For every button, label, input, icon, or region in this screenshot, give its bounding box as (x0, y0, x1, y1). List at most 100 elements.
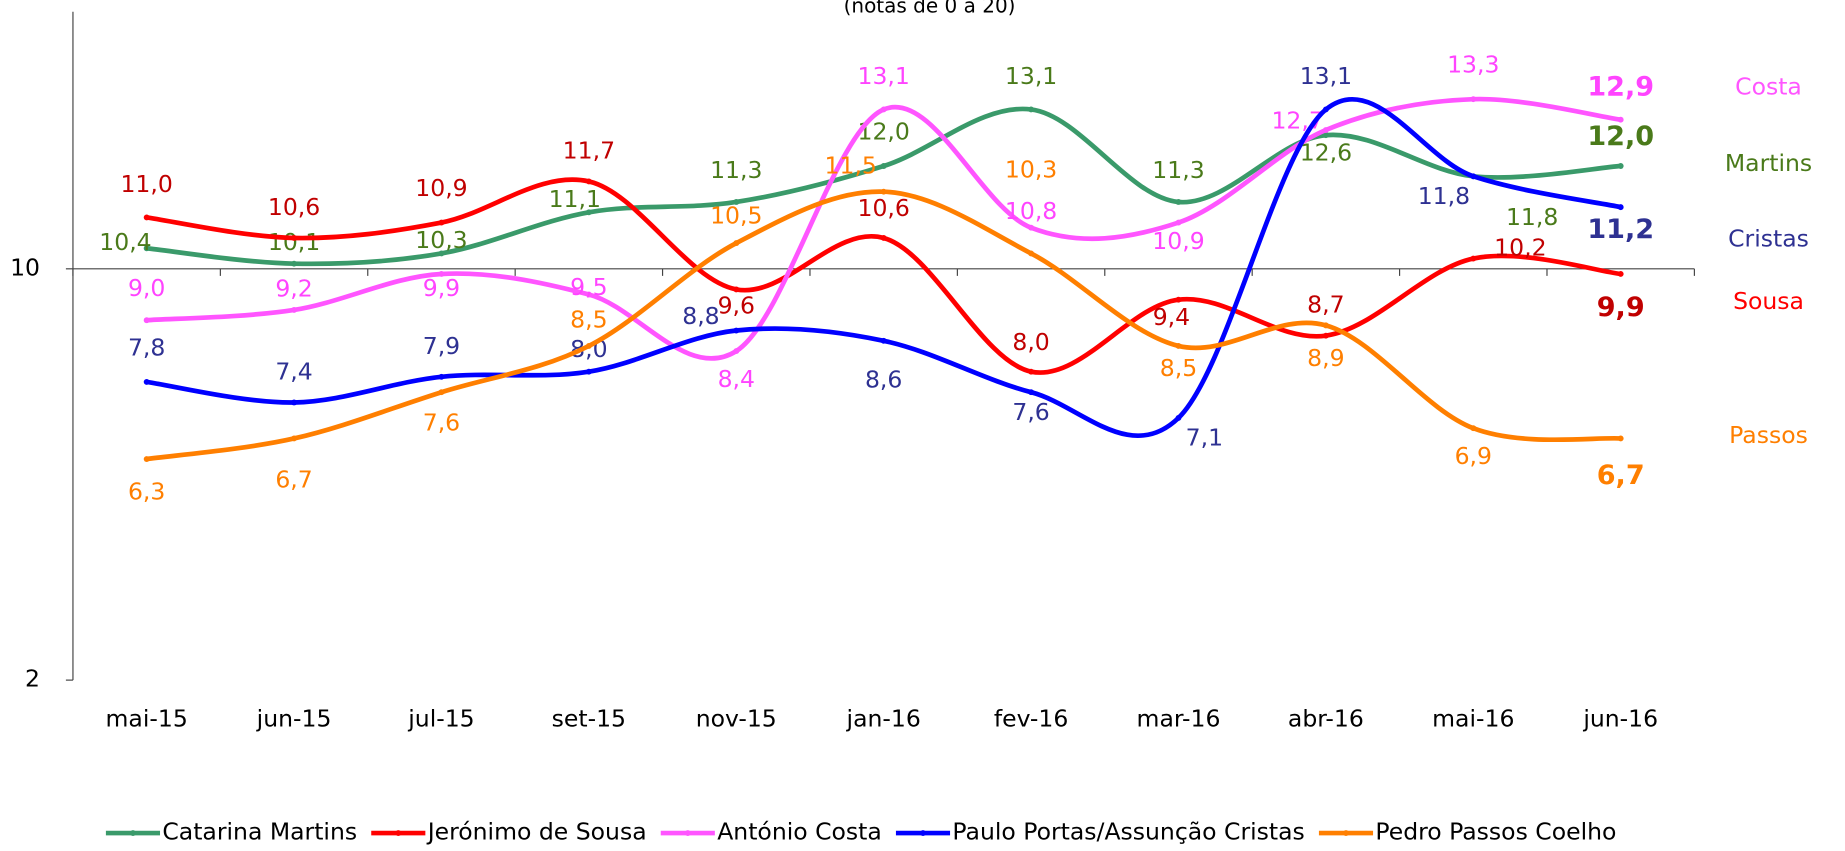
value-label: 10,6 (857, 194, 909, 222)
end-value-label: 12,9 (1587, 72, 1654, 103)
value-label: 11,3 (710, 156, 762, 184)
value-label: 10,5 (710, 202, 762, 230)
point (880, 106, 887, 113)
point (438, 271, 445, 277)
legend-marker (395, 830, 402, 837)
point (143, 214, 150, 221)
point (1028, 250, 1035, 257)
point (1617, 163, 1624, 169)
point (291, 399, 297, 406)
series-line (146, 96, 1622, 361)
value-label: 10,9 (1152, 227, 1204, 255)
point (1322, 322, 1329, 329)
point (1028, 224, 1035, 231)
value-label: 7,4 (275, 358, 312, 386)
end-value-label: 11,2 (1587, 214, 1654, 245)
series-end-name: Martins (1725, 149, 1812, 177)
x-tick-label: mai-15 (106, 705, 188, 733)
value-label: 10,3 (1005, 156, 1057, 184)
value-label: 7,6 (1012, 398, 1049, 426)
point (1470, 425, 1477, 432)
point (438, 389, 445, 396)
value-label: 8,8 (682, 302, 719, 330)
y-tick-label: 2 (25, 665, 40, 693)
point (291, 260, 297, 267)
value-label: 10,2 (1494, 234, 1546, 262)
point (585, 291, 592, 298)
value-label: 13,1 (1300, 62, 1352, 90)
point (1617, 435, 1624, 442)
point (1322, 106, 1329, 113)
point (585, 342, 592, 349)
end-value-label: 12,0 (1587, 121, 1654, 152)
value-label: 9,0 (128, 274, 165, 302)
value-label: 6,7 (275, 465, 312, 493)
point (1028, 389, 1035, 396)
point (733, 240, 740, 247)
point (1322, 127, 1329, 133)
value-label: 6,3 (128, 478, 165, 506)
value-label: 7,1 (1186, 424, 1223, 452)
plot: (notas de 0 a 20) 2 10 mai-15 jun-15 jul-15 s… (10, 0, 1812, 846)
series-end-name: Sousa (1733, 287, 1804, 315)
value-label: 8,4 (718, 365, 755, 393)
value-label: 13,3 (1447, 51, 1499, 79)
y-tick-label: 10 (10, 253, 40, 281)
x-tick-label: mai-16 (1432, 705, 1514, 733)
point (1028, 106, 1035, 113)
point (733, 286, 740, 293)
value-label: 9,9 (423, 274, 460, 302)
point (733, 327, 740, 334)
value-label: 11,5 (825, 151, 877, 179)
legend-marker (920, 830, 926, 837)
x-tick-label: jun-15 (256, 705, 332, 733)
legend-label: Paulo Portas/Assunção Cristas (952, 818, 1304, 846)
point (1322, 132, 1329, 139)
value-label: 8,9 (1307, 344, 1344, 372)
point (733, 348, 740, 355)
value-label: 8,5 (1160, 354, 1197, 382)
point (143, 245, 150, 252)
value-label: 10,6 (268, 193, 320, 221)
value-label: 10,1 (268, 228, 320, 256)
point (1175, 199, 1182, 205)
value-label: 10,4 (99, 228, 151, 256)
legend-marker (130, 830, 136, 837)
point (291, 435, 297, 442)
value-label: 6,9 (1455, 442, 1492, 470)
end-value-label: 9,9 (1597, 292, 1645, 323)
series-line (146, 97, 1622, 439)
point (880, 163, 887, 169)
value-label: 13,1 (1005, 62, 1057, 90)
point (1470, 255, 1477, 262)
point (1175, 296, 1182, 303)
value-label: 7,8 (128, 333, 165, 361)
value-label: 10,3 (415, 226, 467, 254)
value-label: 7,6 (423, 408, 460, 436)
x-tick-label: set-15 (552, 705, 626, 733)
series-end-name: Passos (1729, 421, 1808, 449)
value-label: 8,5 (570, 306, 607, 334)
point (143, 378, 150, 385)
point (438, 219, 445, 226)
legend-marker (684, 830, 691, 837)
point (438, 373, 445, 380)
point (1028, 368, 1035, 375)
x-tick-label: fev-16 (994, 705, 1068, 733)
chart-subtitle: (notas de 0 a 20) (844, 0, 1016, 18)
value-label: 11,3 (1152, 156, 1204, 184)
point (880, 337, 887, 344)
x-tick-label: nov-15 (696, 705, 777, 733)
legend-label: Pedro Passos Coelho (1375, 818, 1616, 846)
value-label: 11,7 (563, 137, 615, 165)
x-tick-label: mar-16 (1137, 705, 1221, 733)
x-tick-label: jul-15 (407, 705, 474, 733)
value-label: 8,6 (865, 365, 902, 393)
value-label: 11,8 (1506, 203, 1558, 231)
value-label: 9,2 (275, 274, 312, 302)
value-label: 10,8 (1005, 197, 1057, 225)
value-label: 10,9 (415, 174, 467, 202)
point (1617, 271, 1624, 277)
value-label: 11,8 (1418, 182, 1470, 210)
point (143, 317, 150, 324)
